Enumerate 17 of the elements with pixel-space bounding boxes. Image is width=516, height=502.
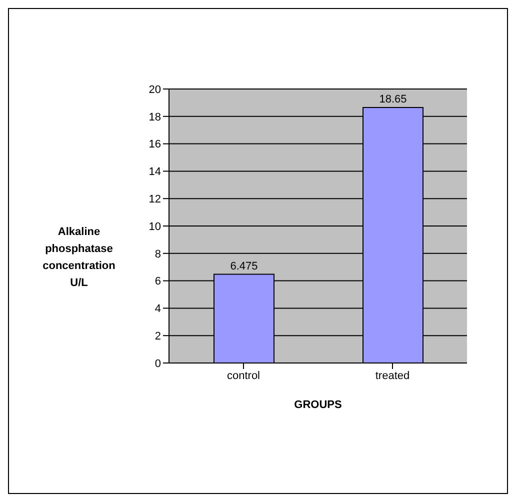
y-axis-title: Alkaline phosphatase concentration U/L	[42, 226, 116, 289]
x-axis-title: GROUPS	[294, 399, 342, 411]
y-tick-label: 0	[154, 358, 161, 370]
y-tick-label: 14	[148, 166, 161, 178]
y-tick-label: 6	[154, 276, 161, 288]
x-tick-label: control	[226, 370, 260, 382]
x-tick-label: treated	[375, 370, 410, 382]
data-label: 6.475	[230, 260, 258, 272]
data-label: 18.65	[379, 93, 407, 106]
y-tick-label: 12	[148, 194, 161, 206]
y-tick-label: 8	[154, 248, 161, 260]
y-tick-label: 16	[148, 138, 161, 151]
y-tick-label: 10	[148, 220, 161, 233]
y-tick-label: 4	[154, 303, 161, 316]
y-tick-label: 2	[154, 330, 161, 343]
y-tick-label: 20	[148, 84, 161, 96]
y-tick-label: 18	[148, 111, 161, 124]
